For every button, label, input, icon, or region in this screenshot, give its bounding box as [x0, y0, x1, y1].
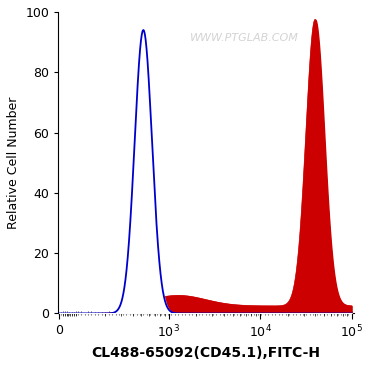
Text: WWW.PTGLAB.COM: WWW.PTGLAB.COM	[190, 33, 299, 43]
X-axis label: CL488-65092(CD45.1),FITC-H: CL488-65092(CD45.1),FITC-H	[91, 346, 320, 360]
Y-axis label: Relative Cell Number: Relative Cell Number	[7, 97, 20, 229]
